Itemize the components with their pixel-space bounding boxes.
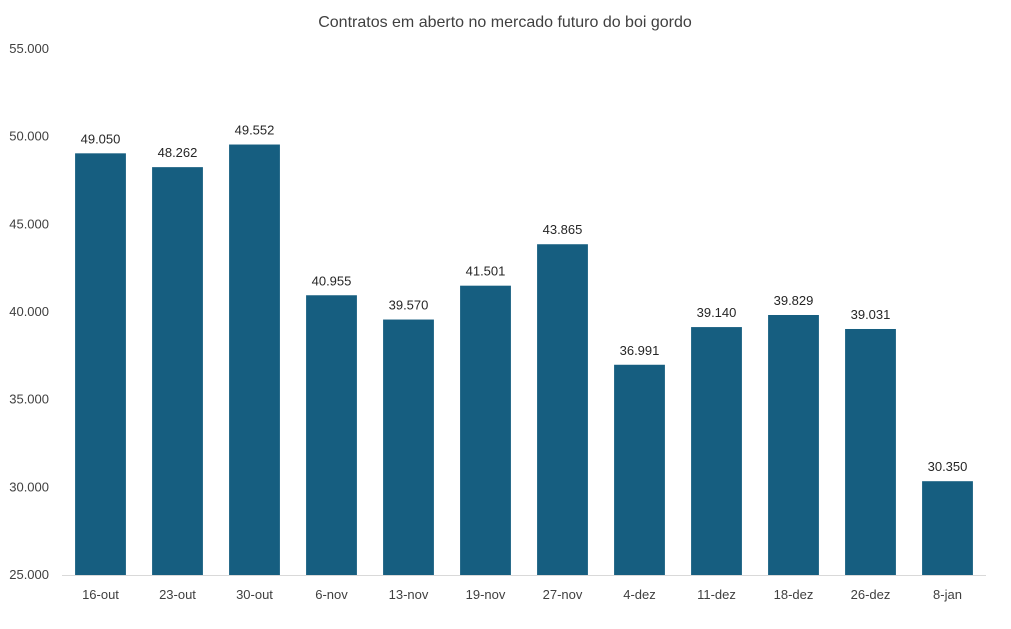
- bar: [614, 364, 665, 575]
- x-tick-label: 8-jan: [933, 587, 962, 602]
- bar-value-label: 36.991: [620, 343, 660, 358]
- bar: [537, 244, 588, 575]
- y-tick-label: 40.000: [9, 304, 49, 319]
- bars-group: [75, 144, 973, 576]
- x-tick-label: 19-nov: [466, 587, 506, 602]
- bar: [691, 327, 742, 575]
- y-tick-label: 45.000: [9, 216, 49, 231]
- bar-value-label: 40.955: [312, 273, 352, 288]
- x-tick-label: 23-out: [159, 587, 196, 602]
- y-tick-label: 30.000: [9, 479, 49, 494]
- x-tick-label: 16-out: [82, 587, 119, 602]
- y-tick-label: 35.000: [9, 392, 49, 407]
- y-axis-ticks: 25.000 30.000 35.000 40.000 45.000 50.000 55.0…: [9, 41, 49, 582]
- data-labels-group: 49.050 48.262 49.552 40.955 39.570 41.501 43.8…: [81, 123, 968, 475]
- bar-value-label: 49.552: [235, 123, 275, 138]
- bar-value-label: 39.140: [697, 305, 737, 320]
- bar: [229, 144, 280, 575]
- y-tick-label: 50.000: [9, 129, 49, 144]
- bar-value-label: 48.262: [158, 145, 198, 160]
- x-tick-label: 26-dez: [851, 587, 891, 602]
- x-tick-label: 27-nov: [543, 587, 583, 602]
- bar: [75, 153, 126, 575]
- y-tick-label: 25.000: [9, 567, 49, 582]
- x-tick-label: 18-dez: [774, 587, 814, 602]
- x-tick-label: 4-dez: [623, 587, 656, 602]
- x-tick-label: 11-dez: [697, 587, 736, 602]
- bar-value-label: 39.570: [389, 298, 429, 313]
- bar: [768, 314, 819, 575]
- y-tick-label: 55.000: [9, 41, 49, 56]
- bar: [845, 328, 896, 575]
- x-tick-label: 13-nov: [389, 587, 429, 602]
- bar: [383, 319, 434, 575]
- x-tick-label: 30-out: [236, 587, 273, 602]
- bar-value-label: 49.050: [81, 131, 121, 146]
- bar: [460, 285, 511, 575]
- bar: [922, 481, 973, 575]
- bar-value-label: 30.350: [928, 459, 968, 474]
- bar: [306, 295, 357, 575]
- chart-title: Contratos em aberto no mercado futuro do…: [318, 14, 692, 31]
- x-tick-label: 6-nov: [315, 587, 348, 602]
- bar: [152, 167, 203, 576]
- bar-value-label: 41.501: [466, 264, 506, 279]
- bar-value-label: 39.031: [851, 307, 891, 322]
- bar-value-label: 43.865: [543, 222, 583, 237]
- bar-value-label: 39.829: [774, 293, 814, 308]
- x-axis-ticks: 16-out 23-out 30-out 6-nov 13-nov 19-nov 27-no…: [82, 587, 962, 602]
